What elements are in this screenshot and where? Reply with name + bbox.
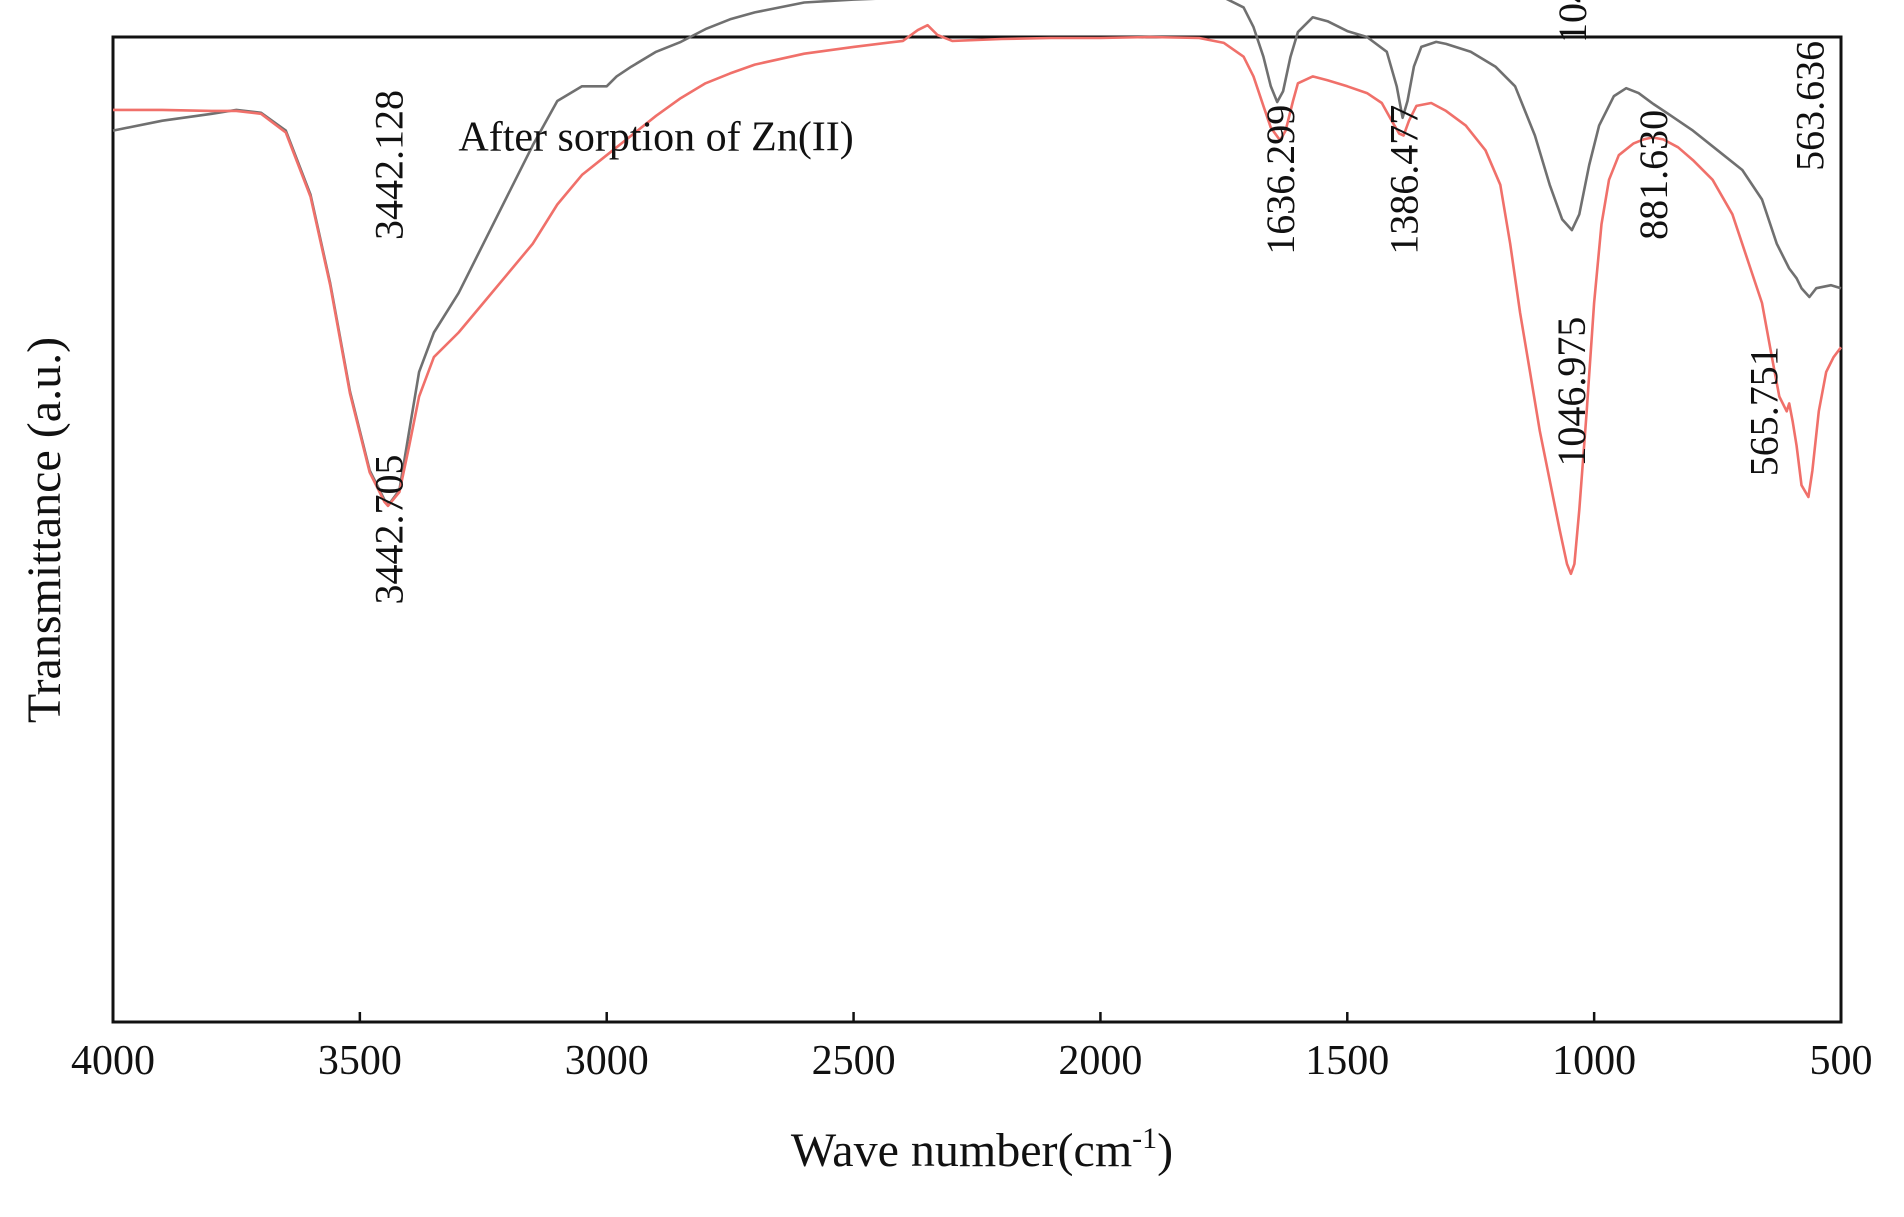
- x-axis-title-superscript: -1: [1132, 1122, 1157, 1155]
- peak-label: 3442.705: [367, 455, 412, 605]
- x-tick-label: 2000: [1058, 1038, 1142, 1084]
- annotations: Mg-HAP adssorbentAfter sorption of Zn(II…: [367, 0, 1833, 605]
- peak-label: 1386.477: [1382, 105, 1427, 255]
- x-tick-label: 2500: [812, 1038, 896, 1084]
- peak-label: 881.630: [1631, 110, 1676, 240]
- x-tick-label: 4000: [71, 1038, 155, 1084]
- x-tick-label: 500: [1810, 1038, 1873, 1084]
- series-line-2: [113, 23, 1843, 576]
- peak-label: 1044.920: [1550, 0, 1595, 43]
- series-layer: [112, 0, 1843, 576]
- x-tick-label: 3000: [565, 1038, 649, 1084]
- y-axis-title: Transmittance (a.u.): [18, 337, 71, 723]
- peak-label: 1046.975: [1549, 317, 1594, 467]
- peak-label: 565.751: [1742, 346, 1787, 476]
- plot-frame: [111, 35, 1843, 1024]
- x-axis-title-main: Wave number(cm: [791, 1124, 1132, 1177]
- peak-label: 563.636: [1787, 41, 1832, 171]
- series-line-1: [112, 0, 1842, 507]
- x-tick-label: 1500: [1305, 1038, 1389, 1084]
- x-tick-label: 3500: [318, 1038, 402, 1084]
- x-axis-ticks: 4000 3500 3000 2500 2000 1500 1000 500: [71, 1012, 1873, 1084]
- x-tick-label: 1000: [1552, 1038, 1636, 1084]
- peak-label: 1636.299: [1258, 105, 1303, 255]
- x-axis-title-suffix: ): [1157, 1124, 1173, 1177]
- series-label: After sorption of Zn(II): [458, 114, 853, 160]
- x-axis-title: Wave number(cm-1): [791, 1122, 1173, 1177]
- peak-label: 3442.128: [367, 90, 412, 240]
